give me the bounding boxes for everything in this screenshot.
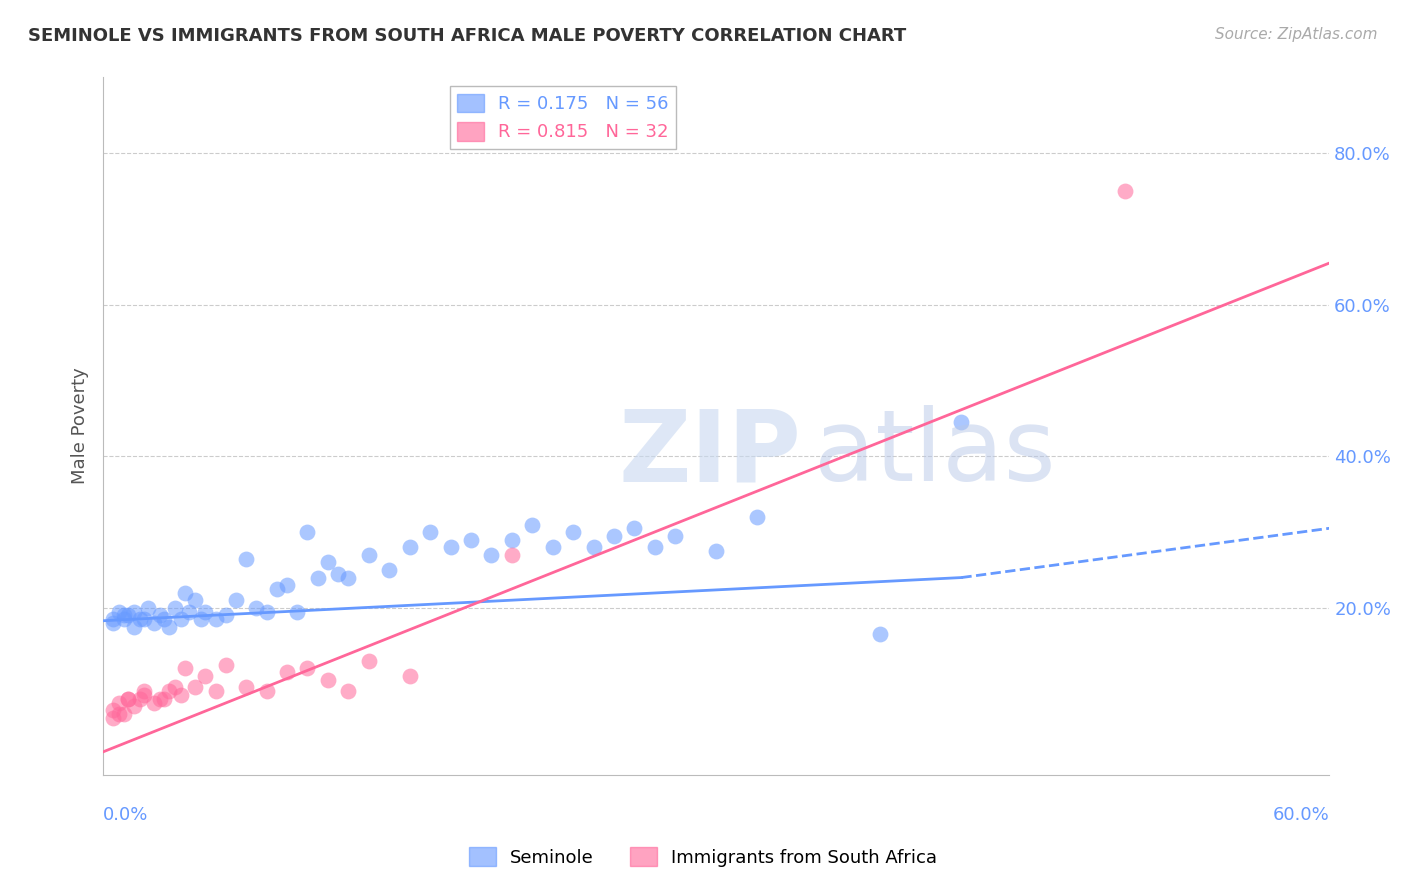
Point	[1114, 184, 1136, 198]
Point	[132, 688, 155, 702]
Point	[190, 612, 212, 626]
Point	[122, 620, 145, 634]
Point	[177, 605, 200, 619]
Point	[357, 548, 380, 562]
Point	[357, 654, 380, 668]
Text: ZIP: ZIP	[619, 405, 801, 502]
Point	[419, 525, 441, 540]
Point	[194, 605, 217, 619]
Point	[316, 555, 339, 569]
Point	[501, 533, 523, 547]
Point	[276, 665, 298, 680]
Point	[170, 688, 193, 702]
Point	[122, 699, 145, 714]
Point	[112, 608, 135, 623]
Point	[173, 585, 195, 599]
Point	[132, 612, 155, 626]
Point	[481, 548, 503, 562]
Y-axis label: Male Poverty: Male Poverty	[72, 368, 89, 484]
Point	[184, 681, 207, 695]
Point	[204, 612, 226, 626]
Point	[117, 691, 139, 706]
Point	[522, 517, 544, 532]
Point	[194, 669, 217, 683]
Text: atlas: atlas	[814, 405, 1056, 502]
Point	[184, 593, 207, 607]
Point	[204, 684, 226, 698]
Point	[153, 612, 176, 626]
Point	[256, 684, 278, 698]
Point	[170, 612, 193, 626]
Point	[149, 691, 172, 706]
Point	[266, 582, 288, 596]
Point	[103, 703, 125, 717]
Point	[664, 529, 686, 543]
Point	[603, 529, 626, 543]
Point	[644, 541, 666, 555]
Point	[108, 706, 131, 721]
Point	[117, 691, 139, 706]
Point	[235, 681, 257, 695]
Point	[950, 415, 973, 429]
Point	[316, 673, 339, 687]
Point	[129, 612, 152, 626]
Point	[501, 548, 523, 562]
Point	[439, 541, 461, 555]
Point	[745, 510, 768, 524]
Point	[157, 684, 180, 698]
Point	[460, 533, 482, 547]
Point	[132, 684, 155, 698]
Point	[562, 525, 585, 540]
Point	[157, 620, 180, 634]
Point	[541, 541, 564, 555]
Point	[173, 661, 195, 675]
Point	[149, 608, 172, 623]
Point	[297, 661, 319, 675]
Point	[108, 605, 131, 619]
Legend: R = 0.175   N = 56, R = 0.815   N = 32: R = 0.175 N = 56, R = 0.815 N = 32	[450, 87, 676, 149]
Point	[285, 605, 308, 619]
Point	[276, 578, 298, 592]
Point	[163, 681, 186, 695]
Point	[337, 570, 360, 584]
Text: 60.0%: 60.0%	[1272, 806, 1329, 824]
Legend: Seminole, Immigrants from South Africa: Seminole, Immigrants from South Africa	[461, 840, 945, 874]
Point	[103, 711, 125, 725]
Point	[582, 541, 605, 555]
Point	[215, 608, 238, 623]
Point	[112, 612, 135, 626]
Text: 0.0%: 0.0%	[103, 806, 149, 824]
Text: Source: ZipAtlas.com: Source: ZipAtlas.com	[1215, 27, 1378, 42]
Point	[256, 605, 278, 619]
Point	[122, 605, 145, 619]
Point	[378, 563, 401, 577]
Point	[143, 615, 166, 630]
Point	[163, 600, 186, 615]
Point	[623, 521, 645, 535]
Point	[117, 608, 139, 623]
Point	[704, 544, 727, 558]
Point	[869, 627, 891, 641]
Point	[103, 612, 125, 626]
Point	[235, 551, 257, 566]
Point	[307, 570, 329, 584]
Point	[398, 669, 420, 683]
Point	[129, 691, 152, 706]
Point	[136, 600, 159, 615]
Point	[337, 684, 360, 698]
Point	[326, 566, 349, 581]
Point	[153, 691, 176, 706]
Point	[225, 593, 247, 607]
Point	[245, 600, 267, 615]
Point	[103, 615, 125, 630]
Point	[108, 696, 131, 710]
Point	[112, 706, 135, 721]
Point	[297, 525, 319, 540]
Text: SEMINOLE VS IMMIGRANTS FROM SOUTH AFRICA MALE POVERTY CORRELATION CHART: SEMINOLE VS IMMIGRANTS FROM SOUTH AFRICA…	[28, 27, 907, 45]
Point	[215, 657, 238, 672]
Point	[398, 541, 420, 555]
Point	[143, 696, 166, 710]
